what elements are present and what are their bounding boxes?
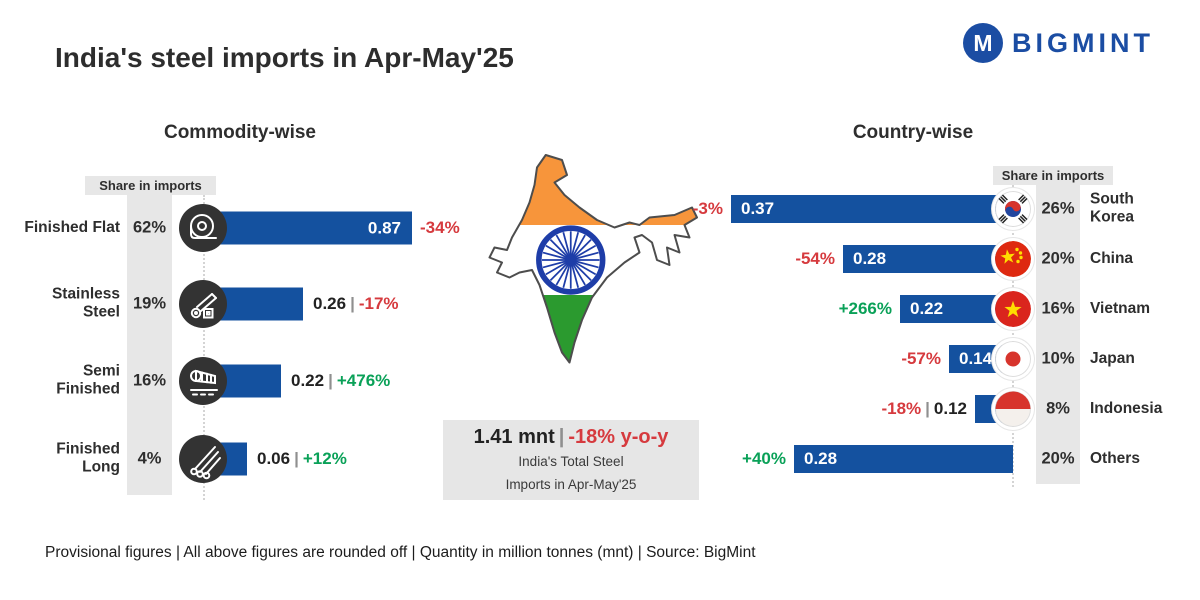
total-value: 1.41 mnt — [473, 425, 555, 448]
total-line: 1.41 mnt | -18% y-o-y — [473, 425, 669, 448]
commodity-row: Stainless Steel 19% 0.26 | -17% — [0, 277, 1200, 331]
country-row: -18% | 0.12 8% Indonesia — [0, 384, 1200, 434]
change-label: -34% — [420, 218, 460, 237]
share-value: 4% — [137, 449, 162, 468]
value-change-label: 0.26 | -17% — [313, 294, 399, 313]
bar-south-korea: 0.37 — [731, 195, 1013, 223]
bar-china: 0.28 — [843, 245, 1013, 273]
share-value: 62% — [132, 218, 167, 237]
bar-vietnam: 0.22 — [900, 295, 1013, 323]
commodity-row: Semi Finished 16% 0.22 | +476% — [0, 354, 1200, 408]
bar-value: 0.26 — [313, 294, 347, 313]
share-value: 16% — [1041, 299, 1075, 318]
change-label: -17% — [358, 294, 399, 313]
commodity-row: Finished Flat 62% 0.87 -34% — [0, 201, 1200, 255]
bigmint-logo-icon: M — [963, 23, 1003, 63]
country-label: South Korea — [1090, 190, 1134, 226]
total-caption-line1: India's Total Steel — [518, 453, 624, 469]
change-label: +476% — [336, 371, 391, 390]
total-change: -18% y-o-y — [568, 425, 669, 448]
country-label: Indonesia — [1090, 399, 1163, 417]
slab-icon — [179, 357, 227, 405]
share-value: 26% — [1041, 199, 1075, 218]
share-value: 20% — [1041, 449, 1075, 468]
country-label: China — [1090, 249, 1134, 267]
commodity-section-title: Commodity-wise — [163, 122, 317, 143]
country-share-label: Share in imports — [993, 166, 1113, 185]
china-flag-icon — [995, 241, 1031, 277]
country-label: Japan — [1090, 349, 1135, 367]
commodity-label: Finished Flat — [24, 218, 120, 236]
indonesia-flag-icon — [995, 391, 1031, 427]
vietnam-flag-icon — [995, 291, 1031, 327]
bigmint-logo-text: BIGMINT — [1012, 27, 1154, 58]
bar-value: 0.22 — [910, 299, 944, 318]
value-change-label: 0.22 | +476% — [291, 371, 391, 390]
page-title: India's steel imports in Apr-May'25 — [55, 42, 514, 73]
bar-value: 0.14 — [959, 349, 993, 368]
bar-value: 0.28 — [853, 249, 887, 268]
country-row: -57% 0.14 10% Japan — [0, 334, 1200, 384]
share-value: 19% — [132, 294, 167, 313]
share-value: 16% — [132, 371, 167, 390]
country-row: -54% 0.28 20% China — [0, 234, 1200, 284]
change-label: +40% — [742, 449, 786, 468]
bar-others: 0.28 — [794, 445, 1013, 473]
bar-value: 0.28 — [804, 449, 838, 468]
change-label: +12% — [302, 449, 347, 468]
footer-note: Provisional figures | All above figures … — [45, 544, 756, 561]
commodity-label: Semi Finished — [56, 362, 120, 398]
bar-value: 0.12 — [933, 399, 967, 418]
change-label: +266% — [838, 299, 892, 318]
country-label: Others — [1090, 449, 1140, 467]
india-flag-map-icon — [452, 140, 702, 425]
bigmint-logo: M BIGMINT — [963, 23, 1154, 63]
pipes-icon — [179, 280, 227, 328]
country-row: -3% 0.37 26% South Korea — [0, 184, 1200, 234]
bar-finished-flat: 0.87 — [204, 211, 412, 245]
commodity-label: Finished Long — [56, 440, 120, 476]
japan-flag-icon — [995, 341, 1031, 377]
total-box: 1.41 mnt | -18% y-o-y India's Total Steel … — [443, 420, 699, 500]
country-row: +40% 0.28 20% Others — [0, 434, 1200, 484]
country-label: Vietnam — [1090, 299, 1151, 317]
change-label: -18% — [881, 399, 922, 418]
value-change-label: -18% | 0.12 — [881, 399, 967, 418]
share-value: 10% — [1041, 349, 1075, 368]
country-section-title: Country-wise — [852, 122, 974, 143]
bar-value: 0.37 — [741, 199, 775, 218]
commodity-row: Finished Long 4% 0.06 | +12% — [0, 432, 1200, 486]
bar-value: 0.87 — [367, 218, 401, 237]
commodity-axis-line — [203, 195, 205, 500]
share-value: 20% — [1041, 249, 1075, 268]
country-axis-line — [1012, 185, 1014, 487]
share-value: 8% — [1046, 399, 1070, 418]
change-label: -3% — [692, 199, 723, 218]
south-korea-flag-icon — [995, 191, 1031, 227]
commodity-share-column — [127, 195, 172, 495]
bar-value: 0.22 — [291, 371, 325, 390]
country-row: +266% 0.22 16% Vietnam — [0, 284, 1200, 334]
coil-icon — [179, 204, 227, 252]
commodity-label: Stainless Steel — [51, 285, 120, 321]
total-caption-line2: Imports in Apr-May'25 — [505, 476, 637, 492]
commodity-share-label: Share in imports — [85, 176, 216, 195]
bar-value: 0.06 — [257, 449, 291, 468]
country-share-column — [1036, 185, 1080, 484]
change-label: -54% — [795, 249, 835, 268]
value-change-label: 0.06 | +12% — [257, 449, 347, 468]
rods-icon — [179, 435, 227, 483]
change-label: -57% — [901, 349, 941, 368]
